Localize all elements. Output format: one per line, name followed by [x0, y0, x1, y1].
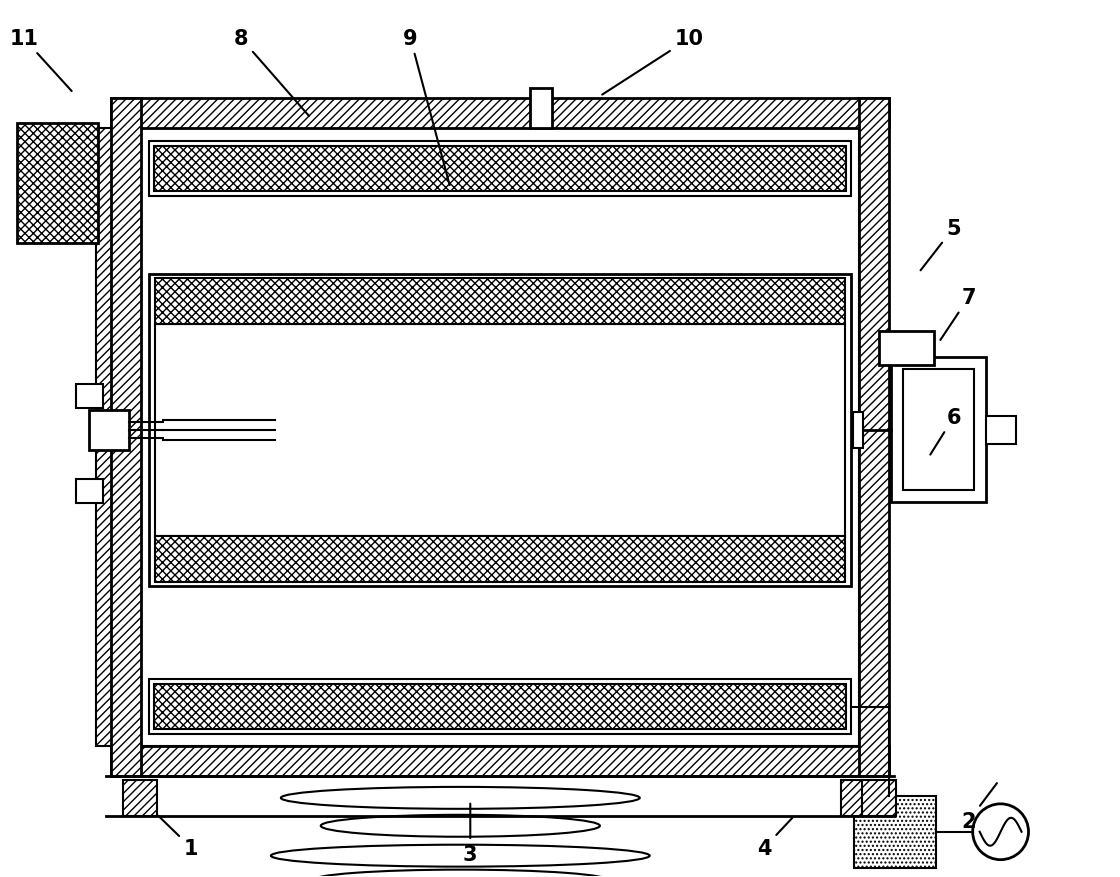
- Bar: [859, 99, 889, 776]
- Text: 1: 1: [158, 816, 198, 858]
- Text: 3: 3: [463, 803, 477, 864]
- Ellipse shape: [281, 787, 640, 809]
- Bar: [156, 279, 846, 324]
- Bar: [149, 142, 851, 196]
- Bar: [890, 358, 986, 503]
- Bar: [75, 385, 103, 409]
- Ellipse shape: [320, 815, 600, 837]
- Ellipse shape: [310, 870, 610, 877]
- Bar: [17, 124, 99, 243]
- Bar: [111, 746, 889, 776]
- Bar: [841, 780, 875, 816]
- Text: 4: 4: [757, 818, 792, 858]
- Bar: [75, 480, 103, 503]
- Bar: [149, 275, 851, 587]
- Bar: [855, 796, 936, 867]
- Bar: [853, 413, 864, 449]
- Bar: [96, 129, 114, 746]
- Bar: [111, 99, 141, 776]
- Text: 5: 5: [921, 218, 961, 271]
- Bar: [903, 370, 973, 490]
- Bar: [530, 89, 552, 129]
- Text: 6: 6: [931, 408, 961, 455]
- Text: 11: 11: [9, 29, 72, 92]
- Text: 9: 9: [403, 29, 449, 186]
- Bar: [90, 410, 130, 451]
- Bar: [155, 146, 846, 191]
- Bar: [141, 129, 859, 746]
- Circle shape: [972, 804, 1028, 859]
- Bar: [149, 680, 851, 734]
- Bar: [155, 684, 846, 730]
- Text: 2: 2: [961, 783, 997, 831]
- Bar: [156, 324, 846, 537]
- Bar: [111, 99, 889, 129]
- Text: 7: 7: [941, 289, 976, 340]
- Bar: [986, 417, 1016, 445]
- Bar: [156, 537, 846, 582]
- Text: 8: 8: [234, 29, 309, 117]
- Bar: [123, 780, 157, 816]
- Text: 10: 10: [603, 29, 704, 96]
- Bar: [862, 780, 896, 816]
- Bar: [879, 332, 934, 366]
- Ellipse shape: [271, 845, 650, 866]
